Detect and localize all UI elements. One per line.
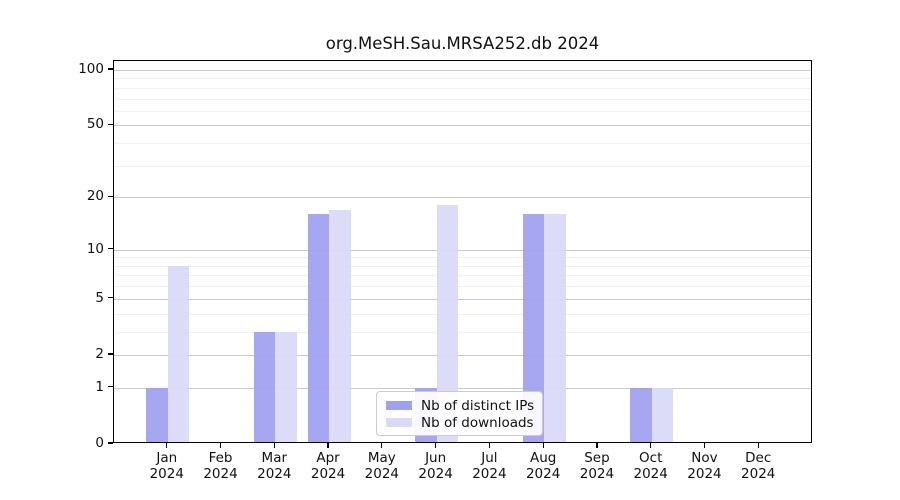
y-tick-mark — [108, 297, 113, 299]
gridline-minor — [114, 98, 811, 100]
legend-swatch-downloads-icon — [386, 418, 412, 427]
x-tick-label: Feb 2024 — [203, 450, 238, 482]
x-tick-mark — [273, 443, 275, 448]
x-tick-label: Nov 2024 — [687, 450, 722, 482]
bar-distinct-ips-mar — [253, 331, 276, 442]
gridline-minor — [114, 313, 811, 315]
gridline-major — [114, 125, 811, 127]
legend: Nb of distinct IPs Nb of downloads — [376, 391, 543, 436]
gridline-major — [114, 354, 811, 356]
gridline-major — [114, 249, 811, 251]
x-tick-label: Apr 2024 — [310, 450, 346, 482]
bar-downloads-apr — [329, 209, 351, 442]
x-tick-label: May 2024 — [364, 450, 400, 482]
y-tick-label: 1 — [95, 378, 104, 395]
gridline-minor — [114, 331, 811, 333]
bar-downloads-aug — [544, 214, 566, 442]
x-tick-mark — [219, 443, 222, 448]
y-tick-label: 10 — [86, 240, 104, 257]
legend-label: Nb of downloads — [421, 414, 534, 431]
x-tick-mark — [327, 443, 329, 448]
y-tick-mark — [108, 353, 113, 355]
gridline-minor — [114, 275, 811, 277]
y-tick-label: 100 — [78, 61, 104, 77]
x-tick-mark — [166, 443, 168, 448]
plot-area — [113, 60, 812, 443]
bar-distinct-ips-oct — [630, 387, 652, 442]
x-tick-label: Mar 2024 — [257, 450, 292, 482]
gridline-minor — [114, 265, 811, 267]
x-tick-label: Dec 2024 — [741, 450, 776, 482]
y-tick-label: 50 — [86, 116, 104, 133]
x-tick-mark — [757, 443, 759, 448]
legend-item-distinct-ips: Nb of distinct IPs — [386, 397, 534, 414]
bar-distinct-ips-aug — [522, 214, 545, 442]
y-tick-mark — [108, 386, 113, 388]
x-tick-label: Jan 2024 — [149, 450, 184, 482]
x-tick-mark — [596, 443, 598, 448]
y-tick-label: 0 — [95, 435, 104, 451]
bar-downloads-oct — [651, 387, 674, 442]
legend-swatch-distinct-ips-icon — [386, 401, 412, 410]
bar-downloads-jan — [167, 265, 190, 442]
y-tick-label: 5 — [95, 289, 104, 306]
x-tick-label: Jun 2024 — [418, 450, 453, 482]
x-tick-mark — [488, 443, 490, 448]
y-tick-mark — [108, 442, 113, 444]
bar-downloads-mar — [275, 331, 297, 442]
gridline-major — [114, 298, 811, 300]
y-tick-mark — [108, 195, 113, 197]
bar-distinct-ips-jan — [146, 387, 168, 442]
bar-distinct-ips-apr — [307, 214, 330, 442]
gridline-minor — [114, 257, 811, 259]
gridline-minor — [114, 165, 811, 167]
x-tick-mark — [703, 443, 706, 448]
y-tick-mark — [108, 248, 113, 250]
y-tick-mark — [108, 123, 113, 125]
chart-title: org.MeSH.Sau.MRSA252.db 2024 — [325, 34, 600, 53]
y-tick-label: 20 — [86, 188, 104, 205]
x-tick-label: Aug 2024 — [525, 450, 561, 482]
legend-label: Nb of distinct IPs — [421, 397, 535, 414]
x-tick-mark — [381, 443, 383, 448]
gridline-major — [114, 70, 811, 71]
gridline-minor — [114, 143, 811, 145]
x-tick-label: Jul 2024 — [472, 450, 507, 482]
x-tick-mark — [650, 443, 652, 448]
y-tick-label: 2 — [95, 345, 104, 362]
gridline-minor — [114, 78, 811, 80]
bar-downloads-jun — [436, 205, 459, 442]
gridline-minor — [114, 110, 811, 112]
legend-item-downloads: Nb of downloads — [386, 414, 534, 431]
gridline-major — [114, 387, 811, 389]
x-tick-label: Sep 2024 — [579, 450, 615, 482]
y-tick-mark — [108, 68, 113, 70]
x-tick-label: Oct 2024 — [633, 450, 668, 482]
x-tick-mark — [435, 443, 437, 448]
gridline-minor — [114, 286, 811, 288]
x-tick-mark — [542, 443, 544, 448]
gridline-major — [114, 197, 811, 199]
gridline-minor — [114, 87, 811, 89]
